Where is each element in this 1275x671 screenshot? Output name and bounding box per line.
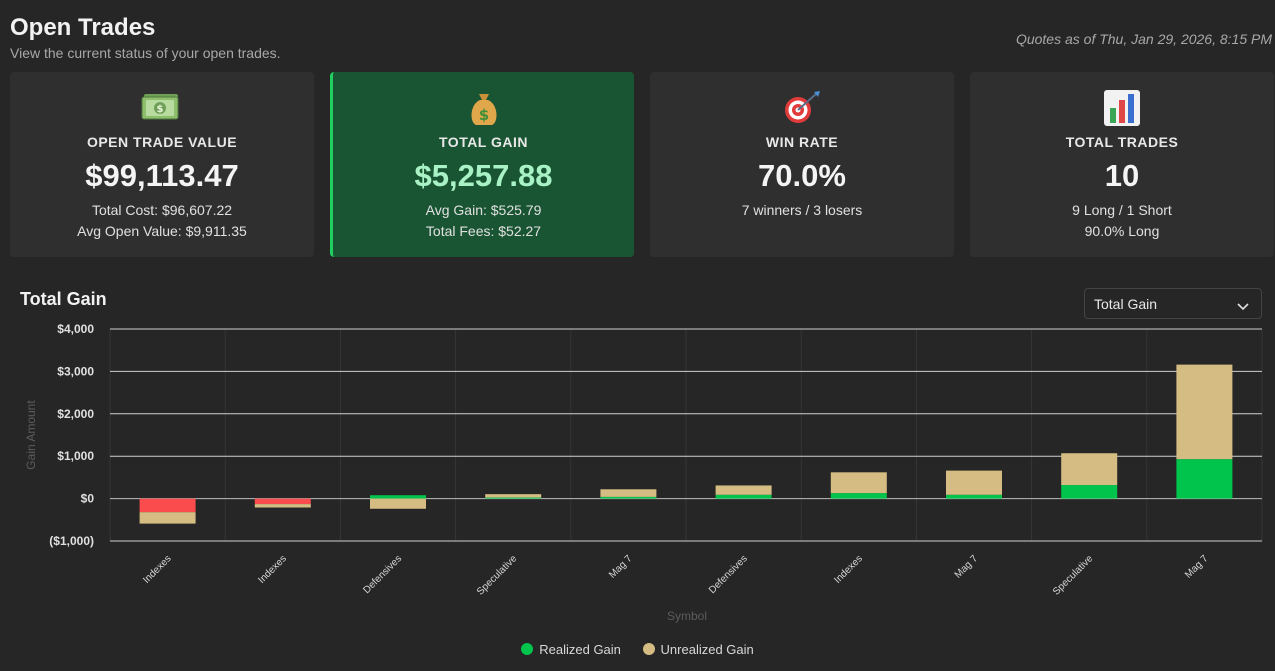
y-tick-label: $3,000 bbox=[57, 364, 94, 378]
bar-realized-gain bbox=[830, 493, 887, 499]
y-tick-label: $0 bbox=[81, 492, 95, 506]
card-label: TOTAL TRADES bbox=[1065, 134, 1179, 150]
bar-realized-gain bbox=[139, 498, 196, 513]
bar-unrealized-gain bbox=[1061, 453, 1118, 486]
x-tick-label: Speculative bbox=[1051, 553, 1096, 598]
bar-realized-gain bbox=[370, 495, 426, 499]
card-label: WIN RATE bbox=[765, 134, 839, 150]
bar-unrealized-gain bbox=[254, 504, 311, 508]
legend-item-unrealized[interactable]: Unrealized Gain bbox=[642, 642, 754, 657]
bar-unrealized-gain bbox=[715, 485, 772, 495]
bar-realized-gain bbox=[715, 494, 772, 499]
y-tick-label: $2,000 bbox=[57, 407, 94, 421]
chart-title: Total Gain bbox=[20, 289, 107, 309]
legend-label: Unrealized Gain bbox=[660, 642, 754, 657]
x-tick-label: Defensives bbox=[707, 553, 750, 596]
x-tick-label: Mag 7 bbox=[607, 553, 635, 581]
bar-unrealized-gain bbox=[139, 512, 196, 524]
svg-text:$: $ bbox=[157, 104, 164, 115]
money-bag-icon: $ bbox=[333, 88, 634, 126]
card-value: 70.0% bbox=[758, 158, 846, 193]
bar-realized-gain bbox=[485, 497, 542, 499]
card-sub: 9 Long / 1 Short bbox=[1072, 202, 1172, 218]
metric-select-value: Total Gain bbox=[1094, 296, 1158, 312]
x-tick-label: Defensives bbox=[361, 553, 404, 596]
x-tick-label: Mag 7 bbox=[1183, 553, 1211, 581]
y-axis-label: Gain Amount bbox=[24, 400, 38, 470]
card-sub: 7 winners / 3 losers bbox=[741, 202, 863, 218]
card-win-rate: WIN RATE 70.0% 7 winners / 3 losers bbox=[650, 72, 954, 257]
bar-realized-gain bbox=[1061, 485, 1118, 499]
card-label: TOTAL GAIN bbox=[439, 134, 528, 150]
metric-select[interactable]: Total Gain bbox=[1084, 288, 1262, 319]
legend-item-realized[interactable]: Realized Gain bbox=[521, 642, 621, 657]
total-gain-chart: $4,000 $3,000 $2,000 $1,000 $0 ($1,000) Gain A… bbox=[24, 322, 1263, 623]
x-tick-label: Indexes bbox=[832, 553, 865, 586]
card-sub: Total Cost: $96,607.22 bbox=[91, 202, 233, 218]
bar-chart-icon bbox=[970, 88, 1274, 126]
bar-unrealized-gain bbox=[370, 498, 426, 509]
x-tick-label: Indexes bbox=[141, 553, 174, 586]
legend-swatch bbox=[642, 643, 655, 655]
chevron-down-icon bbox=[1237, 298, 1249, 314]
target-icon bbox=[650, 88, 954, 126]
page-title: Open Trades bbox=[10, 14, 156, 41]
page-subtitle: View the current status of your open tra… bbox=[10, 45, 281, 61]
chart-legend: Realized Gain Unrealized Gain bbox=[0, 642, 1275, 657]
bar-unrealized-gain bbox=[830, 472, 887, 494]
legend-label: Realized Gain bbox=[539, 642, 621, 657]
legend-swatch bbox=[521, 643, 534, 655]
bar-realized-gain bbox=[1176, 459, 1233, 499]
card-value: $99,113.47 bbox=[85, 158, 239, 193]
card-total-gain: $ TOTAL GAIN $5,257.88 Avg Gain: $525.79… bbox=[330, 72, 634, 257]
y-tick-label: $1,000 bbox=[57, 449, 94, 463]
y-tick-label: ($1,000) bbox=[49, 534, 94, 548]
x-tick-label: Speculative bbox=[475, 553, 520, 598]
x-axis-label: Symbol bbox=[667, 609, 707, 623]
bar-unrealized-gain bbox=[485, 494, 542, 498]
bar-unrealized-gain bbox=[1176, 364, 1233, 460]
card-label: OPEN TRADE VALUE bbox=[86, 134, 238, 150]
bar-realized-gain bbox=[946, 494, 1002, 499]
y-tick-label: $4,000 bbox=[57, 322, 94, 336]
x-tick-label: Mag 7 bbox=[953, 553, 981, 581]
quotes-timestamp: Quotes as of Thu, Jan 29, 2026, 8:15 PM bbox=[1015, 31, 1272, 47]
summary-cards: $ OPEN TRADE VALUE $99,113.47 Total Cost… bbox=[10, 72, 1275, 257]
card-value: 10 bbox=[1104, 158, 1140, 193]
card-total-trades: TOTAL TRADES 10 9 Long / 1 Short 90.0% L… bbox=[970, 72, 1274, 257]
bar-unrealized-gain bbox=[946, 470, 1002, 495]
card-sub: 90.0% Long bbox=[1084, 223, 1160, 239]
card-sub: Total Fees: $52.27 bbox=[425, 223, 542, 239]
card-open-trade-value: $ OPEN TRADE VALUE $99,113.47 Total Cost… bbox=[10, 72, 314, 257]
card-sub: Avg Gain: $525.79 bbox=[425, 202, 542, 218]
svg-text:$: $ bbox=[478, 106, 488, 124]
bar-realized-gain bbox=[600, 496, 657, 499]
x-tick-label: Indexes bbox=[256, 553, 289, 586]
card-value: $5,257.88 bbox=[414, 158, 553, 193]
money-bills-icon: $ bbox=[10, 88, 314, 126]
card-sub: Avg Open Value: $9,911.35 bbox=[77, 223, 247, 239]
bar-unrealized-gain bbox=[600, 489, 657, 497]
bar-realized-gain bbox=[254, 498, 311, 505]
